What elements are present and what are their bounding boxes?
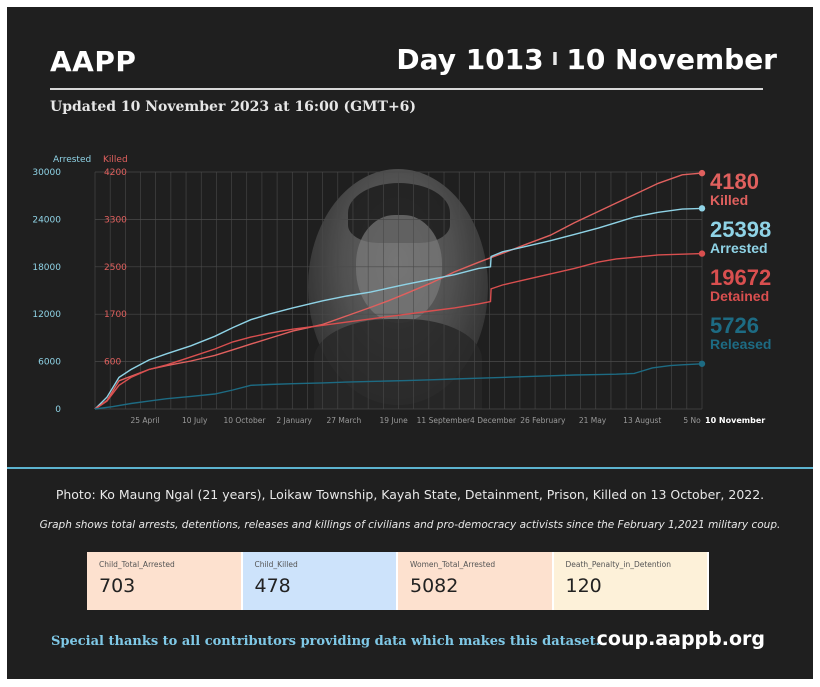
y-tick-killed: 2500 — [104, 263, 127, 273]
y-tick-killed: 4200 — [104, 168, 127, 178]
y-tick-arrested: 24000 — [32, 215, 61, 225]
stat-card-women-arrested: Women_Total_Arrested 5082 — [398, 552, 554, 610]
series-end-dot-detained — [698, 250, 706, 257]
x-tick-label: 21 May — [579, 416, 607, 425]
stat-value: 478 — [254, 575, 291, 597]
portrait-face-shape — [356, 215, 442, 323]
series-name-detained: Detained — [710, 288, 769, 304]
portrait-body-shape — [314, 319, 482, 409]
series-name-released: Released — [710, 336, 771, 352]
x-tick-label: 11 September — [417, 416, 471, 425]
updated-timestamp: Updated 10 November 2023 at 16:00 (GMT+6… — [50, 99, 417, 115]
day-date: 10 November — [566, 43, 777, 76]
day-title: Day 1013 I 10 November — [396, 43, 777, 76]
y-tick-arrested: 6000 — [38, 358, 61, 368]
stat-card-child-killed: Child_Killed 478 — [242, 552, 398, 610]
stat-label: Child_Total_Arrested — [99, 560, 175, 569]
cumulative-line-chart: 0 6000 12000 18000 24000 30000 600 1700 2500 3300… — [32, 155, 771, 425]
header-divider — [50, 88, 763, 90]
series-value-killed: 4180 — [710, 169, 759, 194]
y-tick-killed: 600 — [104, 358, 121, 368]
website-link[interactable]: coup.aappb.org — [596, 628, 765, 650]
x-end-label: 10 November — [705, 416, 765, 425]
series-value-released: 5726 — [710, 313, 759, 338]
x-tick-label: 10 October — [223, 416, 266, 425]
axis-title-arrested: Arrested — [53, 155, 91, 165]
x-tick-label: 10 July — [182, 416, 208, 425]
series-end-dot-killed — [698, 169, 706, 177]
title-separator: I — [551, 49, 559, 70]
series-end-dot-arrested — [698, 205, 706, 212]
x-tick-label: 19 June — [380, 416, 409, 425]
series-line-released — [94, 363, 703, 410]
day-count: Day 1013 — [396, 43, 544, 76]
x-tick-label: 5 No — [683, 416, 701, 425]
series-value-detained: 19672 — [710, 265, 771, 290]
y-tick-arrested: 0 — [55, 405, 61, 415]
y-tick-killed: 1700 — [104, 310, 127, 320]
section-divider — [7, 467, 813, 469]
stats-row: Child_Total_Arrested 703 Child_Killed 47… — [87, 552, 709, 610]
stat-label: Women_Total_Arrested — [410, 560, 496, 569]
graph-caption: Graph shows total arrests, detentions, r… — [39, 519, 781, 531]
y-tick-arrested: 18000 — [32, 263, 61, 273]
x-tick-label: 13 August — [623, 416, 661, 425]
stat-value: 703 — [99, 575, 136, 597]
photo-caption: Photo: Ko Maung Ngal (21 years), Loikaw … — [55, 487, 765, 502]
stat-value: 5082 — [410, 575, 459, 597]
y-tick-killed: 3300 — [104, 215, 127, 225]
series-name-arrested: Arrested — [710, 240, 768, 256]
stat-value: 120 — [565, 575, 602, 597]
stat-card-death-penalty: Death_Penalty_in_Detention 120 — [553, 552, 709, 610]
x-tick-label: 26 February — [520, 416, 566, 425]
series-name-killed: Killed — [710, 192, 748, 208]
infographic-panel: AAPP Day 1013 I 10 November Updated 10 N… — [7, 7, 813, 679]
y-tick-arrested: 30000 — [32, 168, 61, 178]
org-title: AAPP — [50, 45, 137, 78]
stat-label: Death_Penalty_in_Detention — [565, 560, 672, 569]
series-end-dot-released — [698, 360, 706, 367]
x-tick-label: 4 December — [470, 416, 517, 425]
stat-card-child-arrested: Child_Total_Arrested 703 — [87, 552, 243, 610]
x-tick-label: 2 January — [276, 416, 312, 425]
thanks-note: Special thanks to all contributors provi… — [51, 634, 601, 649]
series-line-arrested — [94, 207, 703, 410]
stat-label: Child_Killed — [254, 560, 298, 569]
y-tick-arrested: 12000 — [32, 310, 61, 320]
x-tick-label: 27 March — [327, 416, 362, 425]
series-line-detained — [94, 252, 703, 410]
axis-title-killed: Killed — [103, 155, 128, 165]
series-value-arrested: 25398 — [710, 217, 771, 242]
x-tick-label: 25 April — [130, 416, 159, 425]
